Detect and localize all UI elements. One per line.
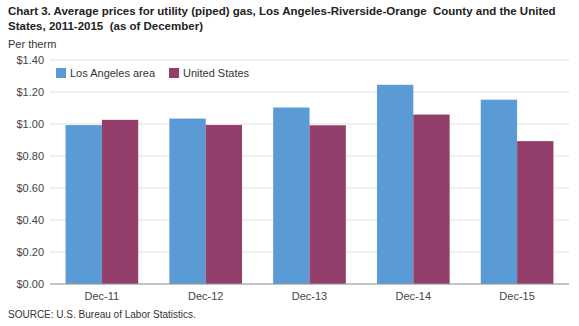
chart: Chart 3. Average prices for utility (pip…: [0, 0, 579, 326]
legend-swatch: [56, 68, 66, 78]
bar: [102, 120, 138, 284]
y-tick-label: $1.00: [16, 118, 44, 130]
bar: [517, 141, 553, 284]
title: Chart 3. Average prices for utility (pip…: [8, 5, 556, 32]
grid-line: [50, 284, 569, 285]
legend-swatch: [169, 68, 179, 78]
x-tick-label: Dec-11: [85, 290, 120, 302]
y-tick-label: $0.00: [16, 278, 44, 290]
bar: [310, 125, 346, 284]
x-tick-label: Dec-13: [292, 290, 327, 302]
y-tick-label: $0.20: [16, 246, 44, 258]
legend: Los Angeles area United States: [56, 67, 250, 79]
x-tick-label: Dec-15: [499, 290, 534, 302]
y-tick-label: $0.60: [16, 182, 44, 194]
y-tick-label: $1.40: [16, 54, 44, 66]
grid: [50, 60, 569, 284]
grid-line: [50, 92, 569, 93]
legend-label: Los Angeles area: [70, 67, 156, 79]
y-axis-label: Per therm: [8, 38, 56, 50]
bars: [66, 85, 554, 284]
bar: [273, 108, 309, 284]
y-tick-label: $1.20: [16, 86, 44, 98]
bar: [66, 125, 102, 284]
x-tick-label: Dec-12: [188, 290, 223, 302]
y-tick-label: $0.80: [16, 150, 44, 162]
bar: [206, 125, 242, 284]
bar: [413, 115, 449, 284]
x-axis-line: [50, 284, 569, 285]
bar: [169, 119, 205, 284]
legend-label: United States: [183, 67, 250, 79]
x-tick-label: Dec-14: [396, 290, 431, 302]
y-tick-label: $0.40: [16, 214, 44, 226]
bar: [377, 85, 413, 284]
source-note: SOURCE: U.S. Bureau of Labor Statistics.: [8, 309, 196, 320]
bar: [481, 100, 517, 284]
grid-line: [50, 60, 569, 61]
